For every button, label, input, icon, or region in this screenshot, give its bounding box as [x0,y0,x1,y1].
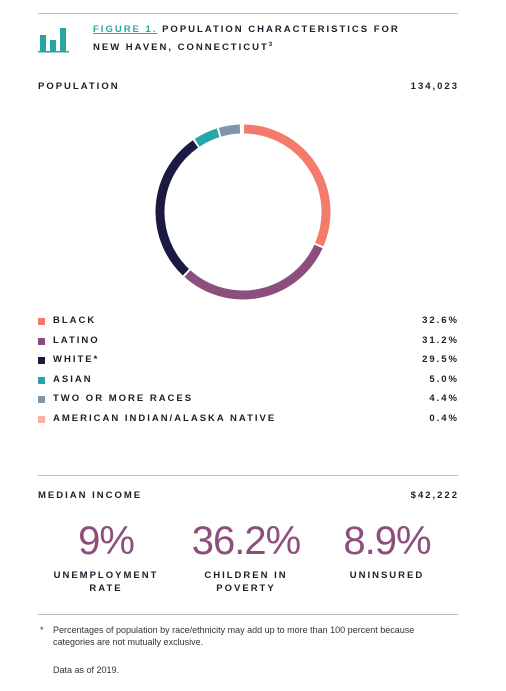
income-label: MEDIAN INCOME [38,490,143,501]
legend-swatch [38,318,45,325]
legend-swatch [38,396,45,403]
value-label: 29.5% [422,354,459,365]
bottom-rule [38,614,458,615]
source: Data as of 2019. [53,665,120,675]
donut-segment [155,140,199,276]
stat-value: 36.2% [191,519,301,563]
stat-label: POVERTY [216,583,276,594]
donut-segment [243,124,331,247]
legend-label: LATINO [53,334,100,346]
donut-segment [184,244,323,300]
legend-swatch [38,357,45,364]
footnote-line: categories are not mutually exclusive. [53,637,204,647]
legend-swatch [38,337,45,345]
stat-value: 9% [78,519,135,563]
value-label: 5.0% [429,373,459,385]
stat-label: UNINSURED [349,570,425,581]
legend-label: AMERICAN INDIAN/ALASKA NATIVE [53,412,277,424]
legend-label: ASIAN [53,373,93,385]
figure-icon [38,28,69,53]
value-label: 4.4% [429,393,459,404]
income-value: $42,222 [410,490,459,501]
footnote-line: Percentages of population by race/ethnic… [53,625,415,635]
legend-label: BLACK [53,315,97,326]
donut-chart [155,124,331,300]
legend-label: TWO OR MORE RACES [53,393,194,404]
figure-title-line: NEW HAVEN, CONNECTICUT [93,42,269,54]
section-rule [38,475,458,476]
footnote-mark: * [40,625,44,635]
top-rule [38,13,458,14]
stat-label: UNEMPLOYMENT [53,570,159,581]
figure-label: FIGURE 1. [93,24,158,35]
stat-value: 8.9% [343,519,431,563]
legend-label: WHITE* [53,354,100,365]
population-label: POPULATION [38,81,120,92]
legend-swatch [38,415,45,423]
value-label: 32.6% [422,315,459,326]
stat-label: RATE [89,583,123,594]
figure-title-line: POPULATION CHARACTERISTICS FOR [162,24,400,35]
stat-label: CHILDREN IN [204,570,288,581]
value-label: 0.4% [429,412,459,424]
donut-segment [194,128,220,147]
legend-swatch [38,376,45,384]
figure-note: 3 [268,42,275,48]
population-value: 134,023 [410,81,459,92]
value-label: 31.2% [422,334,459,346]
donut-segment [218,124,241,137]
